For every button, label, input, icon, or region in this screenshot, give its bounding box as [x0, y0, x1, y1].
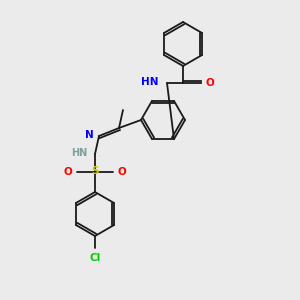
Text: N: N	[85, 130, 94, 140]
Text: Cl: Cl	[89, 253, 100, 263]
Text: HN: HN	[71, 148, 87, 158]
Text: HN: HN	[142, 77, 159, 87]
Text: S: S	[91, 166, 99, 176]
Text: O: O	[118, 167, 127, 177]
Text: O: O	[206, 78, 215, 88]
Text: O: O	[63, 167, 72, 177]
